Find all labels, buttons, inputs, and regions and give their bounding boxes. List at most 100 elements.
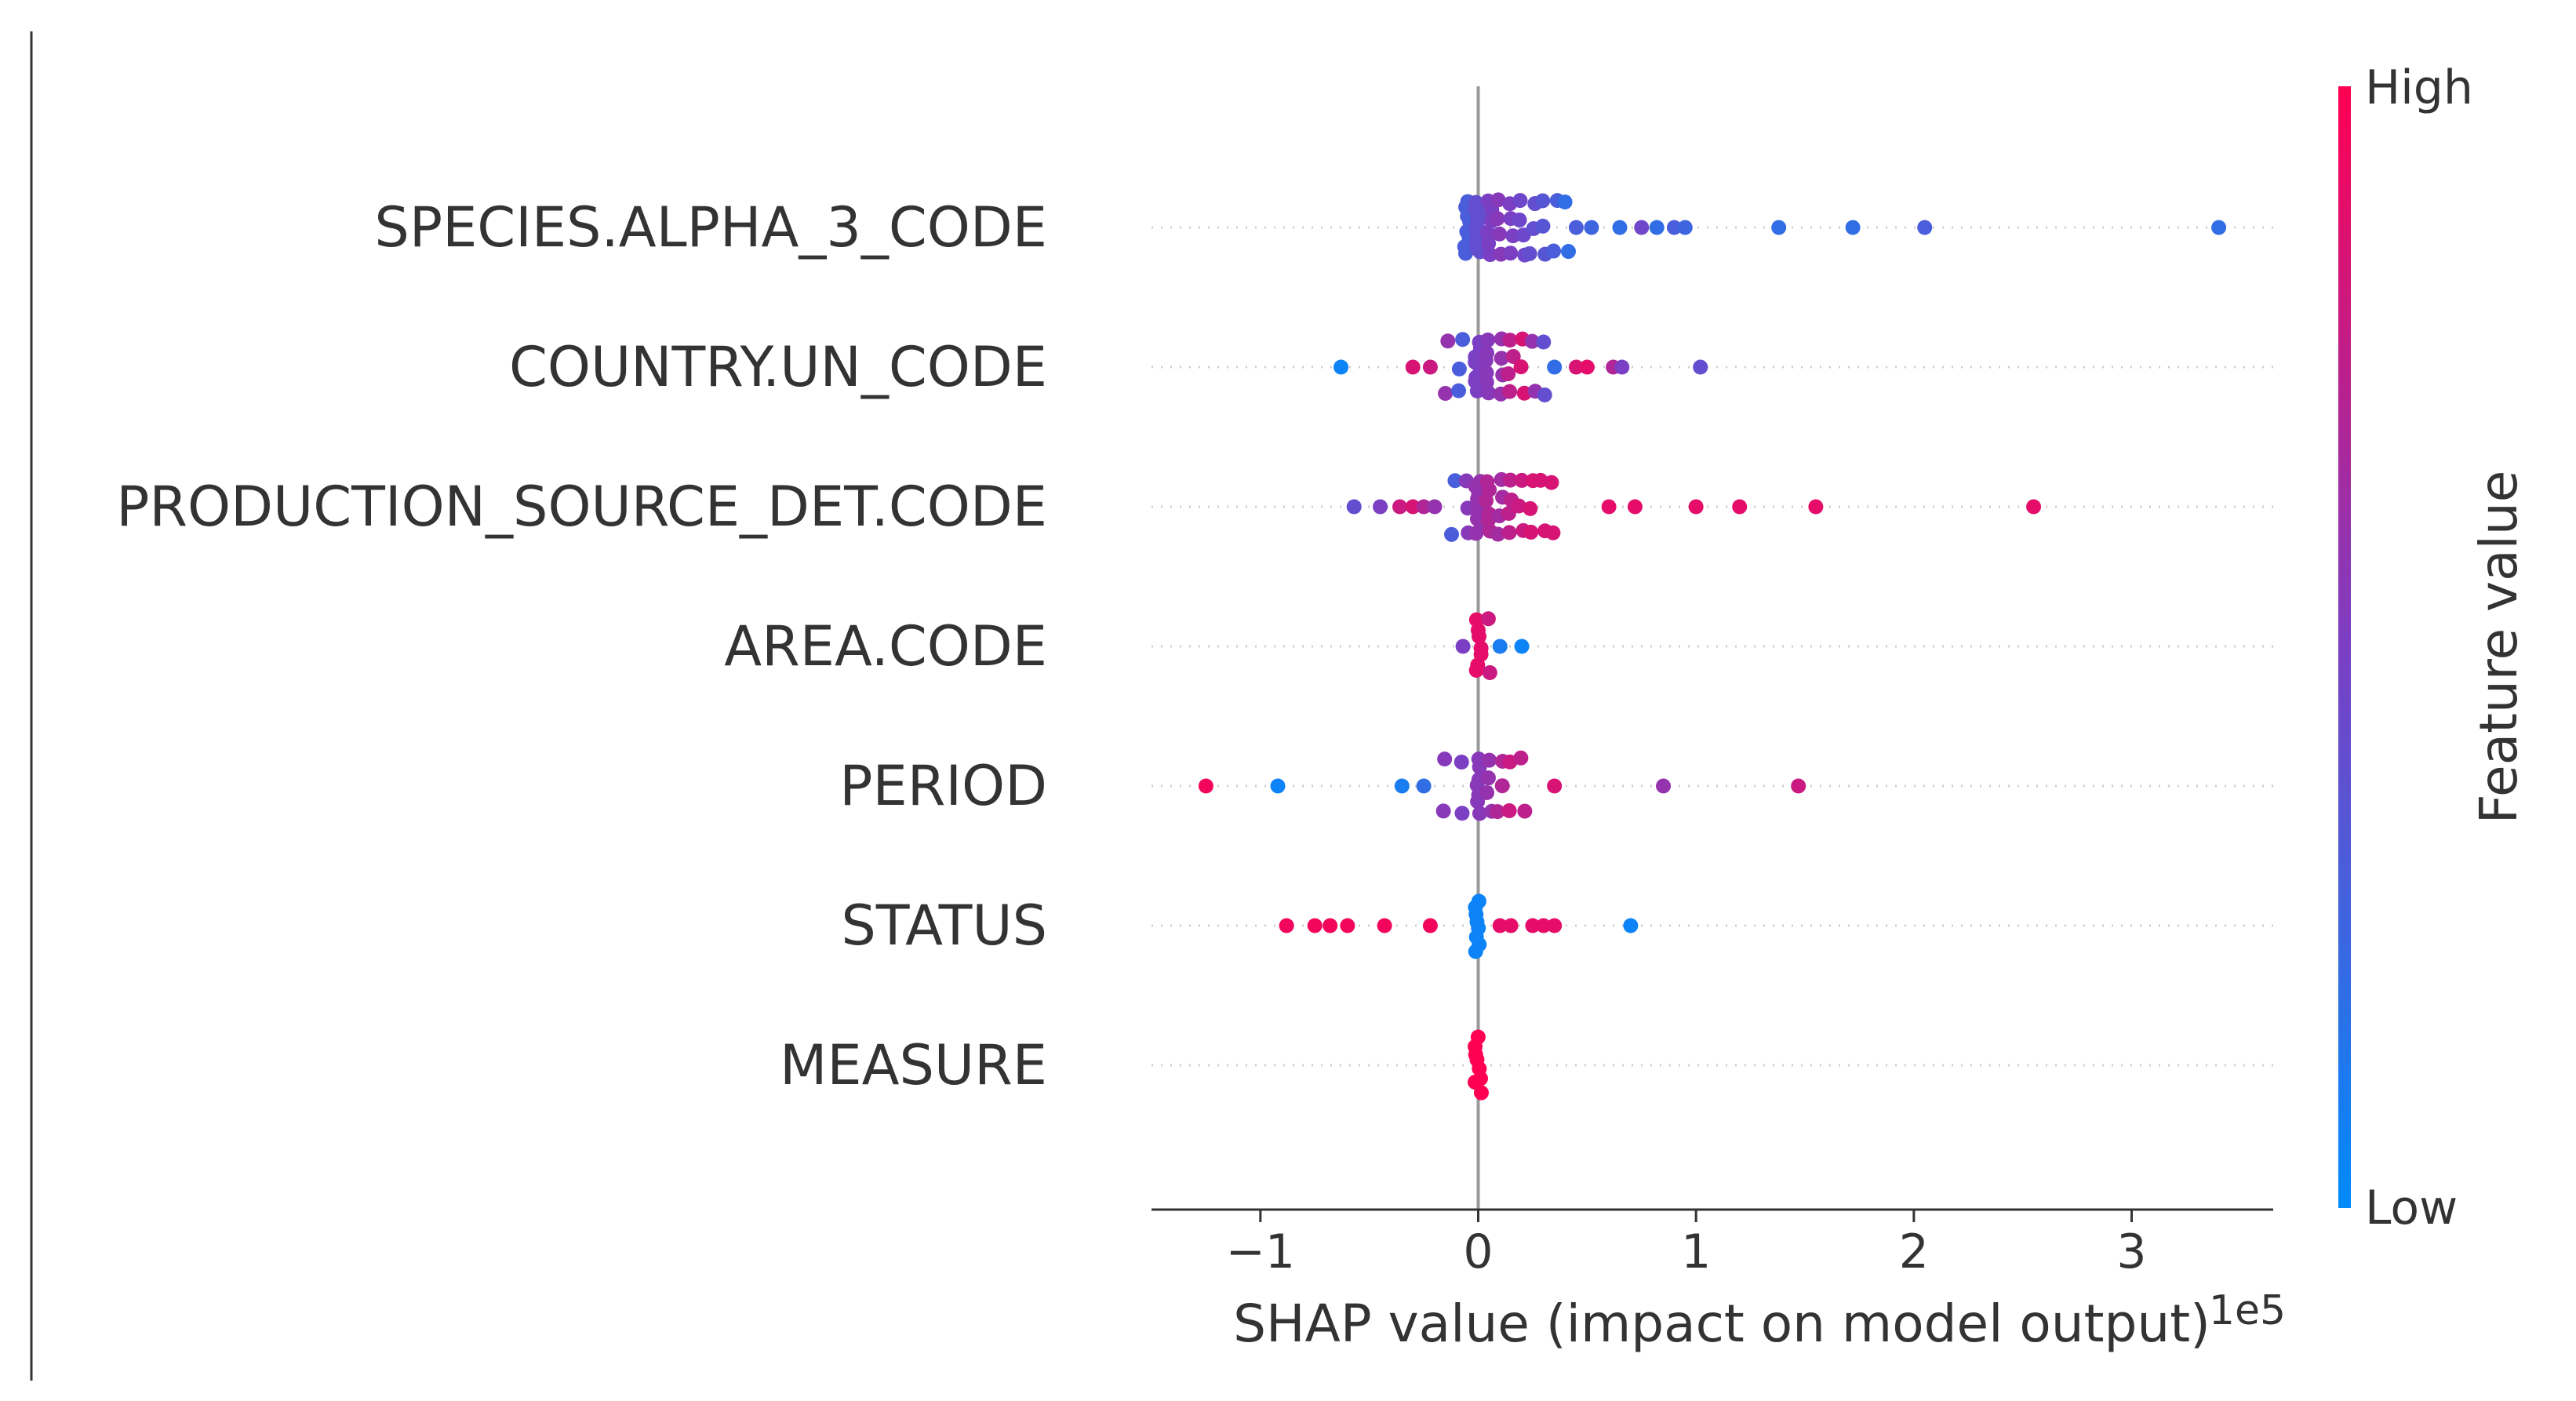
- feature-gridlines: [1152, 226, 2273, 1067]
- shap-dot: [1492, 918, 1508, 933]
- x-axis-label: SHAP value (impact on model output): [1233, 1294, 2210, 1354]
- shap-dot: [1547, 778, 1563, 794]
- shap-dot: [1547, 918, 1563, 933]
- shap-dot: [1468, 526, 1484, 541]
- feature-label: PRODUCTION_SOURCE_DET.CODE: [116, 475, 1047, 539]
- shap-dot: [1503, 246, 1519, 261]
- shap-dot: [1481, 235, 1497, 251]
- shap-dot: [1455, 332, 1471, 348]
- shap-dot: [1480, 332, 1496, 348]
- shap-dot: [1482, 752, 1497, 768]
- shap-dot: [1455, 639, 1471, 654]
- shap-dot: [1437, 751, 1453, 767]
- shap-dot: [1346, 499, 1362, 515]
- shap-dot: [1513, 750, 1529, 766]
- shap-dot: [1536, 918, 1552, 933]
- shap-dot: [1584, 220, 1599, 235]
- feature-label: STATUS: [841, 893, 1047, 958]
- shap-dot: [1447, 473, 1463, 489]
- shap-dot: [1537, 387, 1552, 402]
- shap-dot: [1422, 918, 1438, 933]
- shap-dot: [1490, 526, 1506, 542]
- x-tick-label: 0: [1463, 1225, 1493, 1279]
- shap-dot: [1688, 499, 1704, 515]
- shap-dot: [1546, 243, 1562, 259]
- feature-label: COUNTRY.UN_CODE: [509, 335, 1047, 399]
- shap-dot: [1416, 499, 1432, 515]
- shap-dot: [1492, 639, 1508, 654]
- shap-dot: [1511, 498, 1526, 514]
- shap-dot: [1451, 361, 1467, 377]
- shap-dot: [2026, 499, 2042, 515]
- shap-dot: [1547, 359, 1563, 375]
- shap-dots: [1198, 192, 2227, 1101]
- shap-dot: [1568, 359, 1584, 375]
- shap-dot: [1544, 475, 1559, 490]
- shap-dot: [1614, 359, 1630, 375]
- shap-dot: [1470, 794, 1486, 810]
- shap-dot: [1512, 193, 1528, 209]
- shap-dot: [1514, 472, 1530, 488]
- colorbar: [2338, 86, 2351, 1208]
- x-tick-label: 2: [1899, 1225, 1929, 1279]
- shap-dot: [1490, 192, 1506, 208]
- shap-dot: [1627, 499, 1643, 515]
- shap-dot: [1656, 778, 1672, 794]
- shap-dot: [1513, 359, 1529, 375]
- shap-dot: [1478, 352, 1494, 368]
- shap-dot: [1523, 524, 1539, 540]
- shap-dot: [1502, 472, 1518, 488]
- shap-dot: [1480, 770, 1496, 786]
- shap-dot: [1525, 918, 1541, 933]
- shap-dot: [1517, 803, 1533, 819]
- shap-dot: [1482, 665, 1497, 681]
- x-offset-label: 1e5: [2209, 1287, 2286, 1334]
- shap-dot: [1666, 220, 1682, 235]
- shap-dot: [1503, 918, 1519, 933]
- shap-dot: [1512, 212, 1527, 227]
- shap-dot: [1340, 918, 1355, 933]
- shap-dot: [1480, 611, 1496, 627]
- shap-dot: [1557, 195, 1573, 210]
- shap-dot: [1392, 499, 1408, 515]
- shap-dot: [1514, 639, 1530, 654]
- shap-dot: [1458, 246, 1474, 261]
- shap-dot: [1468, 663, 1484, 679]
- shap-dot: [1438, 386, 1454, 402]
- shap-dot: [1422, 359, 1438, 375]
- shap-dot: [1440, 333, 1456, 349]
- shap-dot: [1522, 246, 1537, 261]
- shap-dot: [1454, 755, 1469, 770]
- shap-dot: [1451, 383, 1467, 398]
- shap-dot: [1845, 220, 1861, 235]
- shap-dot: [1917, 220, 1933, 235]
- colorbar-title: Feature value: [2469, 471, 2529, 824]
- shap-dot: [1427, 499, 1443, 515]
- feature-label: MEASURE: [780, 1033, 1047, 1097]
- shap-dot: [1279, 918, 1294, 933]
- shap-dot: [1494, 778, 1510, 794]
- x-tick-label: 3: [2116, 1225, 2146, 1279]
- feature-labels: SPECIES.ALPHA_3_CODE COUNTRY.UN_CODE PRODU…: [116, 195, 1047, 1097]
- shap-dot: [1454, 806, 1470, 821]
- shap-dot: [1612, 220, 1628, 235]
- feature-label: AREA.CODE: [724, 614, 1047, 679]
- shap-dot: [1634, 220, 1650, 235]
- shap-dot: [1469, 383, 1485, 398]
- colorbar-low-label: Low: [2365, 1181, 2458, 1235]
- colorbar-high-label: High: [2365, 60, 2473, 115]
- shap-dot: [1677, 220, 1693, 235]
- shap-dot: [1791, 778, 1806, 794]
- shap-dot: [1472, 628, 1487, 644]
- shap-dot: [1416, 778, 1432, 794]
- shap-dot: [1501, 366, 1516, 381]
- shap-dot: [1502, 333, 1518, 348]
- shap-dot: [1444, 526, 1460, 542]
- shap-dot: [1472, 806, 1487, 821]
- feature-label: SPECIES.ALPHA_3_CODE: [374, 195, 1047, 260]
- x-tick-label: 1: [1681, 1225, 1711, 1279]
- shap-dot: [1473, 1085, 1489, 1101]
- shap-dot: [1468, 944, 1483, 959]
- shap-dot: [1492, 226, 1508, 242]
